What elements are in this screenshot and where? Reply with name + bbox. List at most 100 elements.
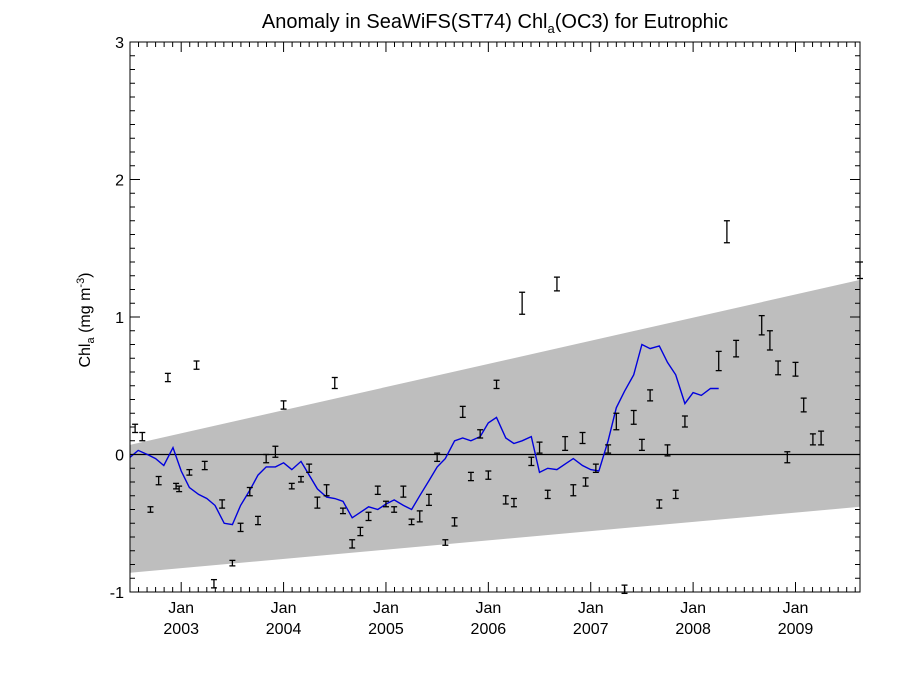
x-tick-month-label: Jan [271, 600, 297, 617]
error-bar-point [818, 430, 825, 446]
error-bar-point [193, 360, 200, 370]
error-bar-point [664, 444, 671, 457]
x-tick-month-label: Jan [475, 600, 501, 617]
error-bar-point [459, 405, 466, 419]
error-bar-point [254, 515, 261, 526]
x-tick-year-label: 2004 [266, 621, 302, 638]
error-bar-point [306, 463, 313, 474]
error-bar-point [132, 423, 139, 434]
error-bar-point [638, 438, 645, 452]
x-tick-year-label: 2003 [163, 621, 199, 638]
error-bar-point [493, 379, 500, 390]
x-tick-year-label: 2008 [675, 621, 711, 638]
x-tick-month-label: Jan [168, 600, 194, 617]
error-bar-point [758, 314, 765, 336]
error-bar-point [544, 489, 551, 500]
x-tick-year-label: 2006 [471, 621, 507, 638]
error-bar-point [672, 489, 679, 500]
confidence-band-layer [130, 279, 860, 573]
error-bar-point [800, 397, 807, 413]
error-bar-point [630, 409, 637, 425]
y-tick-label: -1 [110, 585, 124, 602]
error-bar-point [681, 415, 688, 428]
y-tick-label: 1 [115, 310, 124, 327]
error-bar-point [656, 499, 663, 509]
error-bar-point [553, 276, 560, 292]
error-bar-point [374, 485, 381, 496]
error-bar-point [210, 578, 217, 589]
x-tick-month-label: Jan [373, 600, 399, 617]
error-bar-point [647, 389, 654, 402]
error-bar-point [147, 506, 154, 513]
error-bar-point [297, 475, 304, 483]
error-bar-point [164, 372, 171, 383]
error-bar-point [451, 517, 458, 527]
error-bar-point [176, 485, 183, 493]
tick-labels-layer: -1 0 1 2 3 Jan 2003 Jan 2004 Jan 2005 Jan 2006 Jan 200… [110, 35, 814, 638]
x-tick-year-label: 2005 [368, 621, 404, 638]
error-bar-point [502, 495, 509, 505]
error-bar-point [201, 460, 208, 471]
error-bar-point [272, 445, 279, 458]
trend-line-layer [129, 343, 719, 526]
x-tick-month-label: Jan [680, 600, 706, 617]
error-bar-point [425, 493, 432, 507]
error-bar-point [442, 539, 449, 546]
error-bar-point [139, 431, 146, 442]
error-bar-point [766, 330, 773, 351]
error-bar-point [485, 470, 492, 480]
error-bar-point [792, 361, 799, 377]
error-bar-point [579, 431, 586, 445]
chart-title: Anomaly in SeaWiFS(ST74) Chla(OC3) for E… [262, 11, 728, 36]
x-tick-month-label: Jan [578, 600, 604, 617]
error-bar-point [784, 451, 791, 464]
error-bar-point [562, 435, 569, 452]
y-axis-label-subscript: a [85, 337, 97, 344]
error-bar-point [592, 463, 599, 474]
error-bar-point [288, 482, 295, 490]
error-bar-point [809, 433, 816, 446]
y-tick-label: 3 [115, 35, 124, 52]
error-bar-point [467, 471, 474, 482]
y-tick-label: 2 [115, 173, 124, 190]
error-bar-point [349, 539, 356, 549]
error-bar-point [775, 360, 782, 376]
error-bar-point [434, 452, 441, 463]
error-bar-point [715, 350, 722, 372]
error-bar-point [229, 559, 236, 567]
error-bar-point [314, 496, 321, 509]
errorbar-layer [132, 220, 863, 595]
x-tick-year-label: 2007 [573, 621, 609, 638]
error-bar-point [416, 510, 423, 523]
x-tick-year-label: 2009 [778, 621, 814, 638]
error-bar-point [280, 400, 287, 410]
error-bar-point [408, 518, 415, 526]
error-bar-point [186, 468, 193, 476]
error-bar-point [723, 220, 730, 244]
y-axis-label: Chla (mg m-3) [75, 272, 97, 367]
error-bar-point [733, 339, 740, 358]
error-bar-point [582, 477, 589, 487]
error-bar-point [391, 506, 398, 513]
error-bar-point [246, 486, 253, 497]
error-bar-point [173, 482, 180, 490]
error-bar-point [357, 526, 364, 537]
ticks-layer [129, 41, 860, 593]
error-bar-point [331, 376, 338, 390]
error-bar-point [365, 511, 372, 522]
error-bar-point [519, 291, 526, 315]
error-bar-point [613, 412, 620, 431]
error-bar-point [477, 429, 484, 439]
error-bar-point [528, 456, 535, 467]
error-bar-point [570, 484, 577, 497]
error-bar-point [237, 522, 244, 533]
confidence-band [130, 279, 860, 573]
error-bar-point [339, 507, 346, 515]
error-bar-point [400, 485, 407, 498]
error-bar-point [263, 453, 270, 464]
error-bar-point [510, 497, 517, 508]
error-bar-point [536, 441, 543, 454]
y-tick-label: 0 [115, 448, 124, 465]
error-bar-point [219, 499, 226, 509]
